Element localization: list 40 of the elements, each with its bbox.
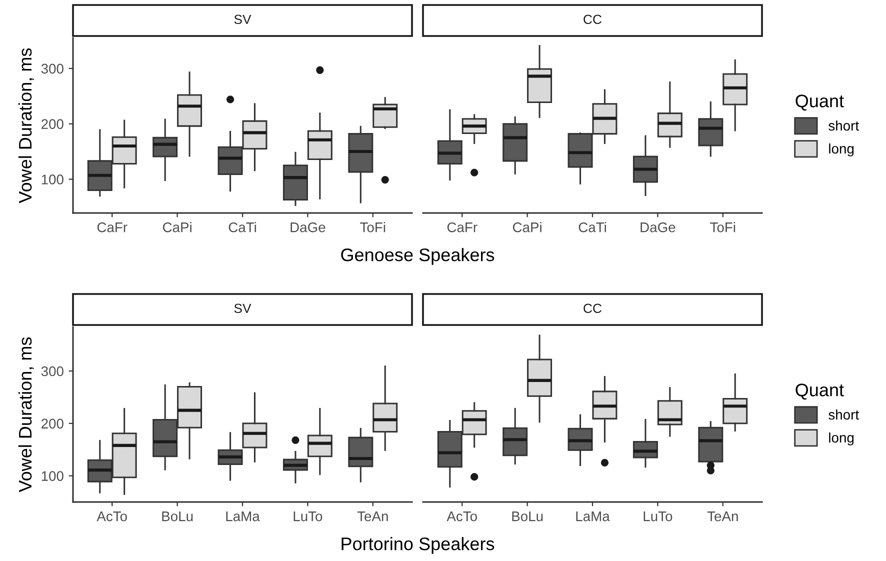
x-tick-label: CaFr bbox=[447, 222, 478, 232]
legend-label: short bbox=[828, 120, 859, 131]
chart-title: SV bbox=[234, 304, 252, 314]
x-tick-label: CaTi bbox=[578, 222, 606, 232]
chart-title: CC bbox=[584, 14, 602, 24]
chart-title: SV bbox=[234, 14, 252, 24]
y-tick-label: 100 bbox=[42, 174, 64, 184]
x-tick-label: BoLu bbox=[162, 512, 193, 522]
legend-title: Quant bbox=[796, 94, 844, 111]
y-axis-title: Vowel Duration, ms bbox=[18, 48, 34, 204]
chart-title: CC bbox=[584, 304, 602, 314]
x-tick-label: LuTo bbox=[644, 512, 672, 522]
x-tick-label: CaPi bbox=[162, 222, 192, 232]
x-tick-label: LaMa bbox=[576, 512, 610, 522]
x-tick-label: AcTo bbox=[446, 512, 477, 522]
x-tick-label: BoLu bbox=[512, 512, 543, 522]
legend-label: long bbox=[829, 143, 854, 156]
x-tick-label: CaFr bbox=[97, 222, 128, 232]
x-tick-label: CaPi bbox=[512, 222, 542, 232]
y-tick-label: 200 bbox=[42, 119, 64, 130]
y-tick-label: 100 bbox=[42, 471, 64, 481]
x-tick-label: DaGe bbox=[640, 222, 676, 232]
x-tick-label: AcTo bbox=[96, 512, 127, 522]
x-tick-label: ToFi bbox=[360, 222, 386, 232]
legend-label: short bbox=[828, 409, 859, 420]
x-axis-title: Portorino Speakers bbox=[342, 537, 494, 554]
x-tick-label: ToFi bbox=[710, 222, 736, 232]
x-tick-label: LuTo bbox=[294, 512, 322, 522]
legend-title: Quant bbox=[796, 384, 844, 400]
y-tick-label: 200 bbox=[42, 418, 64, 429]
y-tick-label: 300 bbox=[41, 64, 64, 74]
x-tick-label: LaMa bbox=[226, 512, 260, 522]
x-tick-label: TeAn bbox=[357, 512, 388, 522]
x-tick-label: DaGe bbox=[290, 222, 326, 232]
legend-label: long bbox=[829, 432, 854, 446]
y-axis-title: Vowel Duration, ms bbox=[18, 337, 34, 492]
x-axis-title: Genoese Speakers bbox=[341, 248, 494, 265]
y-tick-label: 300 bbox=[41, 366, 64, 376]
x-tick-label: TeAn bbox=[707, 512, 738, 522]
x-tick-label: CaTi bbox=[228, 222, 256, 232]
